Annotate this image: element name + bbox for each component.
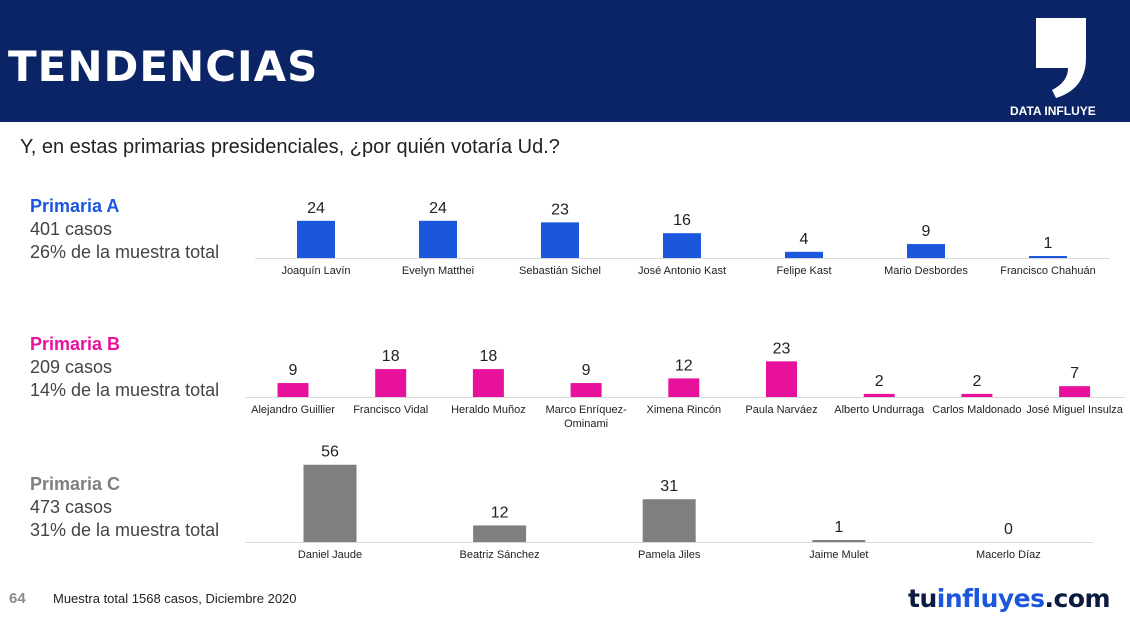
- chart-1-label-1: Francisco Vidal: [353, 404, 428, 416]
- chart-1-bar-4: [668, 378, 700, 397]
- chart-1-value-5: 23: [773, 340, 791, 357]
- chart-1-bar-2: [472, 369, 504, 397]
- chart-2-bar-1: [473, 525, 527, 542]
- chart-2-label-2: Pamela Jiles: [638, 549, 701, 561]
- chart-2-label-4: Macerlo Díaz: [976, 549, 1041, 561]
- section-b-share: 14% de la muestra total: [30, 380, 220, 400]
- chart-2-label-1: Beatriz Sánchez: [460, 549, 540, 561]
- chart-0-value-1: 24: [429, 200, 447, 217]
- chart-2-value-1: 12: [491, 504, 509, 521]
- chart-2-label-3: Jaime Mulet: [809, 549, 868, 561]
- chart-1-bar-0: [277, 383, 309, 397]
- chart-2-value-2: 31: [660, 478, 678, 495]
- chart-0-bar-6: [1029, 256, 1067, 258]
- chart-2-value-4: 0: [1004, 521, 1013, 538]
- chart-1-label-4: Ximena Rincón: [647, 404, 722, 416]
- survey-question: Y, en estas primarias presidenciales, ¿p…: [20, 136, 560, 158]
- chart-1-value-0: 9: [289, 362, 298, 379]
- chart-0-bar-3: [663, 233, 701, 258]
- chart-0-label-6: Francisco Chahuán: [1000, 265, 1095, 277]
- section-c-title: Primaria C: [30, 474, 121, 494]
- footer-logo-part1: tu: [908, 584, 937, 613]
- chart-0-bar-4: [785, 251, 823, 258]
- chart-1-bar-6: [863, 393, 895, 397]
- chart-1-value-7: 2: [972, 373, 981, 390]
- footer-logo-part3: .com: [1044, 584, 1111, 613]
- section-a-share: 26% de la muestra total: [30, 242, 220, 262]
- section-c-cases: 473 casos: [30, 497, 113, 517]
- chart-2-label-0: Daniel Jaude: [298, 549, 362, 561]
- section-a-title: Primaria A: [30, 196, 120, 216]
- chart-2-value-0: 56: [321, 444, 339, 461]
- chart-1-value-8: 7: [1070, 365, 1079, 382]
- chart-2-bar-2: [642, 499, 696, 542]
- header-bar: TENDENCIAS DATA INFLUYE: [0, 0, 1130, 122]
- chart-1-value-4: 12: [675, 357, 693, 374]
- chart-1-label-6: Alberto Undurraga: [834, 404, 925, 416]
- section-c-info: Primaria C 473 casos 31% de la muestra t…: [30, 473, 219, 542]
- chart-0-label-3: José Antonio Kast: [638, 265, 726, 277]
- chart-0-value-2: 23: [551, 201, 569, 218]
- chart-1-label-5: Paula Narváez: [745, 404, 817, 416]
- chart-2-bar-0: [303, 464, 357, 542]
- chart-0-label-4: Felipe Kast: [776, 265, 831, 277]
- chart-2-value-3: 1: [834, 519, 843, 536]
- chart-0-value-5: 9: [922, 223, 931, 240]
- chart-0-bar-1: [419, 220, 457, 258]
- chart-0-bar-0: [297, 220, 335, 258]
- chart-0-label-1: Evelyn Matthei: [402, 265, 474, 277]
- section-b-cases: 209 casos: [30, 357, 113, 377]
- chart-0-label-2: Sebastián Sichel: [519, 265, 601, 277]
- chart-0-value-4: 4: [800, 231, 809, 248]
- page-number: 64: [9, 590, 26, 607]
- footer-note: Muestra total 1568 casos, Diciembre 2020: [53, 591, 297, 606]
- brand-name: DATA INFLUYE: [1010, 104, 1096, 118]
- chart-1-label-7: Carlos Maldonado: [932, 404, 1021, 416]
- chart-1-label-3: Marco Enríquez-Ominami: [545, 404, 627, 430]
- chart-1-value-1: 18: [382, 348, 400, 365]
- chart-0-value-0: 24: [307, 200, 325, 217]
- chart-1-bar-8: [1059, 386, 1091, 397]
- chart-2-bar-3: [812, 540, 866, 542]
- chart-1-value-3: 9: [582, 362, 591, 379]
- section-a-cases: 401 casos: [30, 219, 113, 239]
- page-title: TENDENCIAS: [8, 42, 319, 91]
- section-c-share: 31% de la muestra total: [30, 520, 220, 540]
- chart-1-bar-5: [766, 361, 797, 397]
- chart-1-label-0: Alejandro Guillier: [251, 404, 335, 416]
- comma-logo-icon: [1036, 18, 1086, 98]
- chart-1-bar-1: [375, 369, 407, 397]
- chart-0-label-5: Mario Desbordes: [884, 265, 968, 277]
- chart-0-bar-5: [907, 244, 945, 258]
- chart-1-value-2: 18: [480, 348, 498, 365]
- chart-1-label-2: Heraldo Muñoz: [451, 404, 526, 416]
- footer-logo: tuinfluyes.com: [908, 584, 1111, 613]
- section-a-info: Primaria A 401 casos 26% de la muestra t…: [30, 195, 219, 264]
- chart-1-value-6: 2: [875, 373, 884, 390]
- chart-1-label-8: José Miguel Insulza: [1026, 404, 1123, 416]
- chart-1-bar-7: [961, 393, 993, 397]
- chart-0-value-3: 16: [673, 212, 691, 229]
- chart-1-bar-3: [570, 383, 602, 397]
- section-b-title: Primaria B: [30, 334, 121, 354]
- section-b-info: Primaria B 209 casos 14% de la muestra t…: [30, 333, 219, 402]
- chart-0-bar-2: [541, 222, 579, 258]
- chart-0-label-0: Joaquín Lavín: [281, 265, 350, 277]
- footer-logo-part2: influyes: [936, 584, 1045, 613]
- chart-0-value-6: 1: [1044, 235, 1053, 252]
